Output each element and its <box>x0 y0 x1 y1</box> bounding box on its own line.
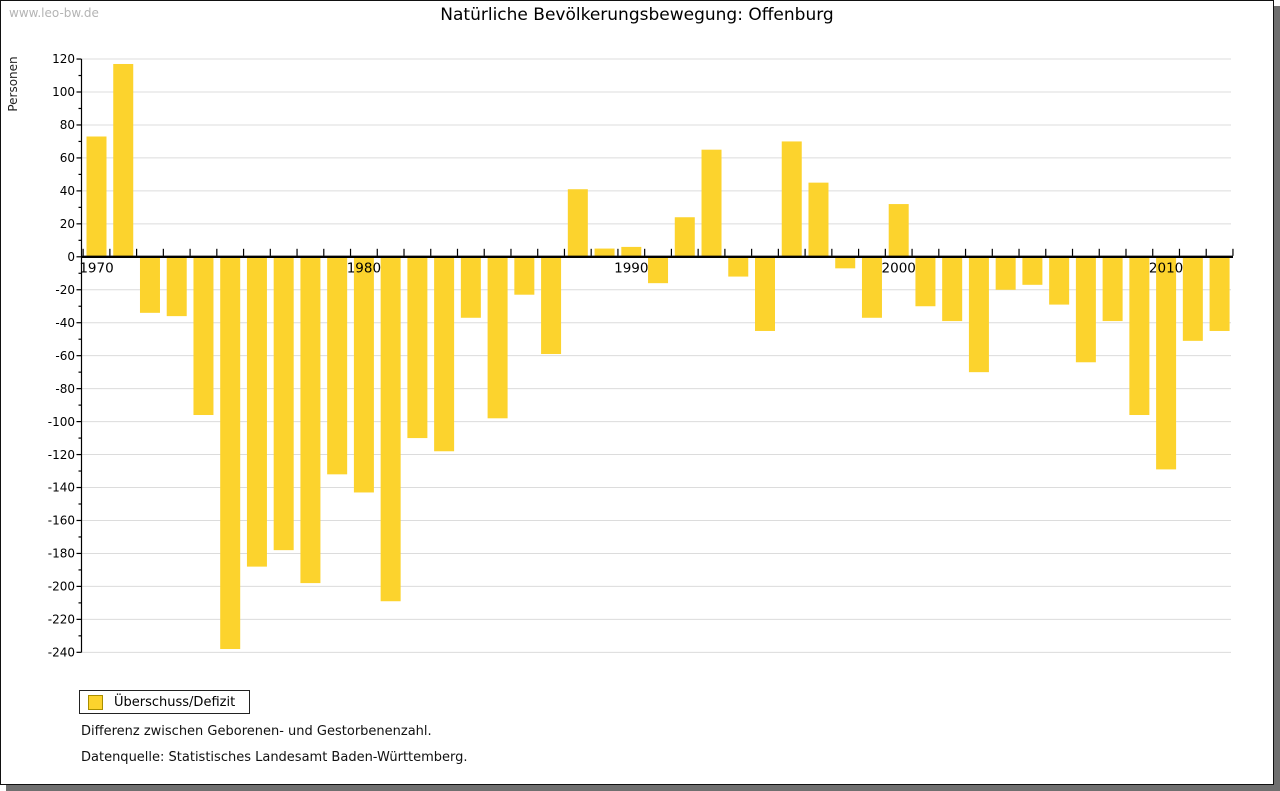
bar-1990 <box>621 246 642 257</box>
bar-1987 <box>541 256 562 355</box>
x-tick-label: 1980 <box>347 260 381 276</box>
y-tick-label: -240 <box>48 646 75 660</box>
y-tick-label: -220 <box>48 613 75 627</box>
bar-1996 <box>781 141 802 257</box>
bar-1977 <box>273 256 294 551</box>
bar-2011 <box>1182 256 1203 341</box>
bar-2010 <box>1156 256 1177 470</box>
y-tick-label: 0 <box>67 250 75 264</box>
x-tick-label: 1970 <box>79 260 113 276</box>
y-tick-label: 120 <box>52 52 75 66</box>
bar-1981 <box>380 256 401 602</box>
bar-1975 <box>220 256 241 650</box>
y-tick-label: -160 <box>48 514 75 528</box>
y-tick-label: 60 <box>60 151 75 165</box>
bar-1970 <box>86 136 107 257</box>
chart-title: Natürliche Bevölkerungsbewegung: Offenbu… <box>440 5 834 25</box>
bar-1993 <box>701 149 722 257</box>
bar-1995 <box>755 256 775 331</box>
bar-1986 <box>514 256 535 295</box>
bar-2002 <box>942 256 963 322</box>
x-tick-label: 1990 <box>614 260 648 276</box>
bar-1994 <box>728 256 749 277</box>
bar-2009 <box>1129 256 1150 416</box>
bar-1983 <box>434 256 455 452</box>
bar-2000 <box>888 204 909 257</box>
y-tick-label: -140 <box>48 481 75 495</box>
bar-1973 <box>166 256 187 317</box>
bar-1976 <box>246 256 267 567</box>
y-tick-label: -60 <box>55 349 75 363</box>
bar-1978 <box>300 256 321 584</box>
bar-1999 <box>861 256 882 318</box>
y-tick-label: 40 <box>60 184 75 198</box>
bar-2008 <box>1102 256 1123 322</box>
footnote-datasource: Datenquelle: Statistisches Landesamt Bad… <box>81 750 468 765</box>
bar-2004 <box>995 256 1016 290</box>
bar-1985 <box>487 256 508 419</box>
y-tick-label: -180 <box>48 547 75 561</box>
footnote-definition: Differenz zwischen Geborenen- und Gestor… <box>81 724 432 739</box>
legend-label: Überschuss/Defizit <box>114 694 236 710</box>
bar-1982 <box>407 256 428 439</box>
bar-1974 <box>193 256 214 416</box>
bar-1980 <box>353 256 374 493</box>
bar-1998 <box>835 256 856 269</box>
bar-2012 <box>1209 256 1230 331</box>
x-tick-label: 2000 <box>882 260 916 276</box>
legend-color-swatch <box>88 694 103 710</box>
y-tick-label: 20 <box>60 217 75 231</box>
y-tick-label: -20 <box>55 283 75 297</box>
bar-1991 <box>648 256 669 284</box>
y-tick-label: -80 <box>55 382 75 396</box>
bar-1989 <box>594 248 615 257</box>
x-tick-label: 2010 <box>1149 260 1183 276</box>
y-tick-label: -40 <box>55 316 75 330</box>
y-tick-label: 100 <box>52 85 75 99</box>
bar-1992 <box>674 217 695 257</box>
bar-1972 <box>139 256 160 313</box>
y-tick-label: 80 <box>60 118 75 132</box>
bar-1979 <box>327 256 348 475</box>
bar-1988 <box>567 189 588 257</box>
y-tick-label: -200 <box>48 580 75 594</box>
bar-2006 <box>1049 256 1070 305</box>
watermark-url: www.leo-bw.de <box>9 6 99 20</box>
bar-2001 <box>915 256 936 307</box>
bar-2007 <box>1075 256 1096 363</box>
bar-1971 <box>113 63 134 257</box>
bar-1984 <box>460 256 481 318</box>
y-tick-label: -100 <box>48 415 75 429</box>
bar-2003 <box>968 256 989 373</box>
legend: Überschuss/Defizit <box>79 690 251 714</box>
bar-2005 <box>1022 256 1043 285</box>
y-tick-label: -120 <box>48 448 75 462</box>
bar-1997 <box>808 182 829 257</box>
